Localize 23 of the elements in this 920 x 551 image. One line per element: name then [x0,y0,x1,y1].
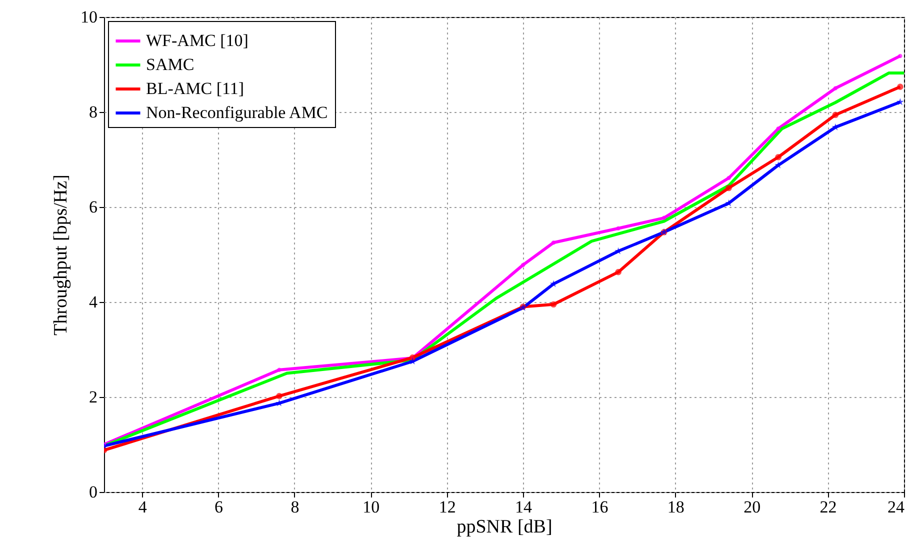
y-tick-label: 2 [89,388,98,406]
legend-label: Non-Reconfigurable AMC [146,103,328,122]
x-tick-label: 22 [820,498,837,516]
legend-label: BL-AMC [11] [146,79,244,98]
x-tick-label: 20 [744,498,761,516]
x-tick-label: 12 [438,498,456,516]
x-tick-label: 6 [214,498,224,516]
y-tick-label: 4 [89,292,98,312]
x-tick-label: 16 [591,498,608,516]
legend-label: WF-AMC [10] [146,31,248,50]
x-tick-label: 18 [667,498,684,516]
x-tick-label: 10 [362,498,380,516]
x-tick-label: 8 [290,498,300,516]
x-tick-label: 24 [888,498,905,516]
legend-label: SAMC [146,55,194,74]
y-tick-label: 0 [89,482,98,502]
y-tick-label: 10 [80,8,98,26]
y-tick-label: 8 [89,102,98,122]
x-axis-title: ppSNR [dB] [456,516,552,538]
x-tick-label: 4 [138,498,148,516]
y-axis-title: Throughput [bps/Hz] [50,174,72,336]
y-tick-label: 6 [89,198,98,216]
x-tick-label: 14 [515,498,533,516]
